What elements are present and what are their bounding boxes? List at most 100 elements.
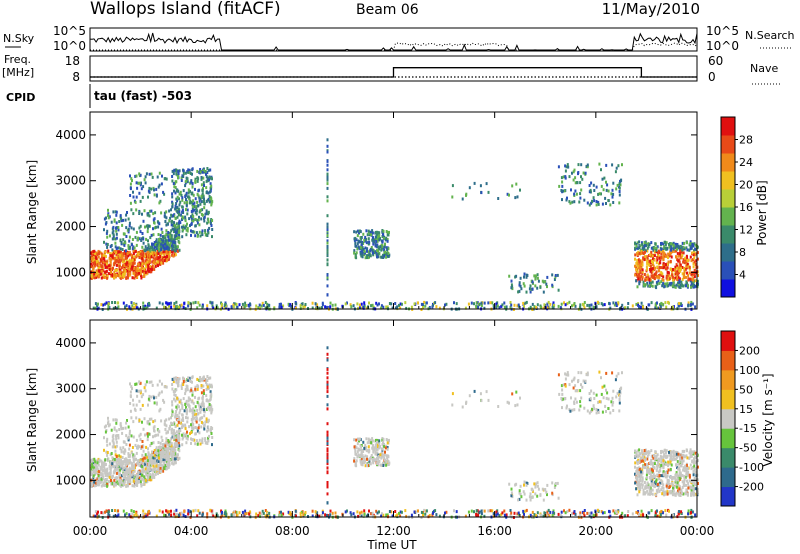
range-time-cell [141, 453, 144, 457]
range-time-cell [618, 201, 621, 205]
range-time-cell [208, 434, 211, 438]
range-time-cell [151, 268, 153, 272]
range-time-cell [210, 409, 213, 413]
range-time-cell [137, 474, 139, 478]
range-time-cell [688, 267, 691, 271]
range-time-cell [111, 256, 114, 259]
range-time-cell [143, 248, 146, 252]
range-time-cell [665, 274, 668, 278]
nave-tick-low: 0 [708, 70, 716, 84]
range-time-cell [576, 181, 579, 184]
range-time-cell [109, 475, 112, 478]
range-time-cell [635, 246, 638, 250]
range-time-cell [575, 192, 578, 196]
range-time-cell [98, 458, 101, 462]
range-time-cell [114, 251, 117, 255]
range-time-cell [668, 274, 671, 278]
range-time-cell [647, 245, 650, 249]
range-time-cell [605, 163, 608, 167]
range-time-cell [657, 254, 660, 258]
range-time-cell [115, 259, 118, 263]
range-time-cell [676, 264, 679, 268]
range-time-cell [175, 222, 178, 226]
range-time-cell [586, 163, 589, 167]
range-time-cell [125, 304, 128, 308]
range-time-cell [386, 248, 389, 252]
range-time-cell [200, 217, 203, 221]
range-time-cell [171, 247, 174, 251]
range-time-cell [685, 264, 688, 268]
range-time-cell [203, 202, 206, 206]
range-time-cell [211, 219, 214, 222]
range-time-cell [163, 385, 166, 389]
range-time-cell [145, 465, 148, 468]
range-time-cell [93, 260, 96, 264]
range-time-cell [207, 191, 210, 195]
range-time-cell [196, 387, 199, 391]
range-time-cell [186, 208, 189, 212]
range-time-cell [115, 440, 118, 444]
range-time-cell [191, 375, 194, 379]
range-time-cell [177, 441, 180, 445]
range-time-cell [148, 394, 151, 398]
range-time-cell [533, 274, 536, 278]
range-time-cell [167, 250, 170, 254]
range-time-cell [157, 460, 160, 463]
range-time-cell [164, 464, 167, 468]
range-time-cell [326, 214, 329, 218]
range-time-cell [125, 443, 128, 446]
range-time-cell [196, 377, 199, 381]
range-time-cell [165, 458, 168, 462]
range-time-cell [676, 252, 679, 256]
range-time-cell [194, 224, 197, 228]
range-time-cell [183, 301, 186, 305]
range-time-cell [356, 234, 359, 238]
range-time-cell [143, 272, 146, 276]
range-time-cell [109, 462, 112, 466]
range-time-cell [394, 302, 397, 305]
range-time-cell [92, 306, 95, 310]
range-time-cell [634, 246, 637, 250]
range-time-cell [122, 238, 125, 242]
range-time-cell [178, 444, 181, 448]
range-time-cell [200, 177, 203, 181]
range-time-cell [382, 253, 384, 257]
range-time-cell [94, 481, 97, 485]
range-time-cell [206, 191, 209, 195]
range-time-cell [678, 283, 681, 287]
range-time-cell [160, 261, 163, 265]
range-time-cell [637, 275, 640, 279]
range-time-cell [601, 303, 604, 307]
range-time-cell [142, 462, 145, 465]
range-time-cell [636, 264, 639, 268]
range-time-cell [388, 438, 390, 442]
range-time-cell [92, 476, 95, 480]
range-time-cell [156, 175, 159, 179]
range-time-cell [191, 390, 194, 394]
range-time-cell [376, 245, 379, 249]
range-time-cell [321, 303, 324, 307]
range-time-cell [368, 240, 371, 244]
range-time-cell [579, 181, 582, 185]
range-time-cell [689, 242, 692, 246]
range-time-cell [536, 273, 539, 277]
range-time-cell [363, 250, 366, 254]
range-time-cell [108, 475, 111, 479]
range-time-cell [166, 241, 169, 245]
range-time-cell [385, 236, 388, 240]
range-time-cell [203, 423, 206, 427]
range-time-cell [650, 241, 653, 245]
range-time-cell [140, 274, 142, 278]
range-time-cell [361, 255, 364, 259]
range-time-cell [159, 460, 161, 463]
range-time-cell [133, 267, 136, 270]
range-time-cell [657, 279, 660, 283]
range-time-cell [524, 301, 527, 305]
range-time-cell [206, 233, 208, 237]
freq-label-line1: Freq. [4, 53, 31, 66]
range-time-cell [385, 246, 388, 250]
range-time-cell [361, 454, 364, 458]
range-time-cell [97, 302, 99, 306]
range-time-cell [211, 304, 214, 308]
range-time-cell [158, 222, 161, 226]
